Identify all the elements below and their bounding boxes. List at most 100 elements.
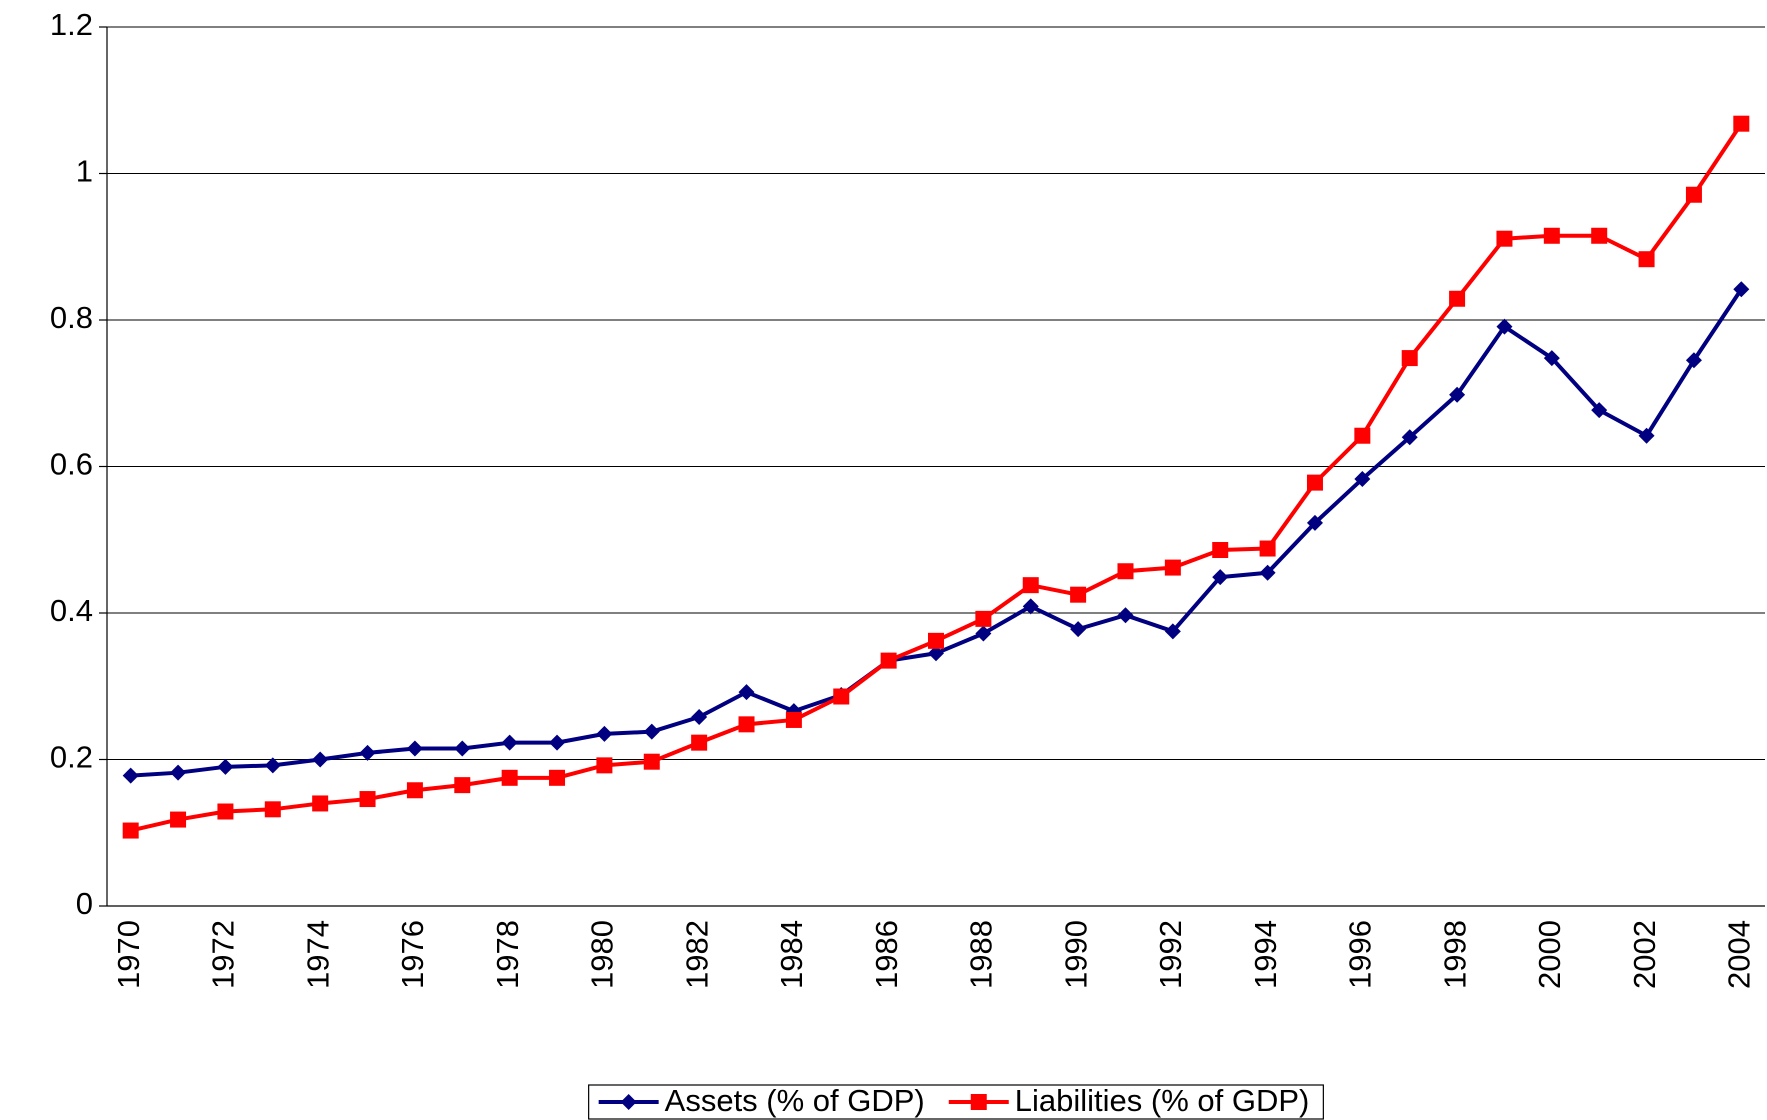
x-tick-label: 1992 bbox=[1153, 920, 1188, 989]
legend-item: Assets (% of GDP) bbox=[598, 1083, 925, 1118]
data-point bbox=[1685, 186, 1702, 203]
data-point bbox=[1733, 281, 1750, 298]
legend-label: Assets (% of GDP) bbox=[665, 1083, 925, 1118]
y-tick-label: 0 bbox=[76, 886, 93, 921]
data-point bbox=[1259, 564, 1276, 581]
data-point bbox=[1117, 563, 1134, 580]
data-point bbox=[596, 725, 613, 742]
data-point bbox=[1022, 598, 1039, 615]
data-point bbox=[549, 769, 566, 786]
data-point bbox=[1591, 227, 1608, 244]
data-point bbox=[406, 740, 423, 757]
x-tick-label: 2004 bbox=[1722, 920, 1757, 989]
data-point bbox=[501, 734, 518, 751]
x-tick-label: 1984 bbox=[774, 920, 809, 989]
x-tick-label: 2000 bbox=[1532, 920, 1567, 989]
x-tick-label: 1982 bbox=[679, 920, 714, 989]
y-tick-label: 1 bbox=[76, 154, 93, 189]
data-point bbox=[170, 764, 187, 781]
x-tick-label: 1994 bbox=[1248, 920, 1283, 989]
legend-marker bbox=[620, 1094, 637, 1110]
data-point bbox=[833, 688, 850, 705]
data-point bbox=[1070, 621, 1087, 638]
data-point bbox=[264, 757, 281, 774]
x-tick-label: 1972 bbox=[206, 920, 241, 989]
legend-label: Liabilities (% of GDP) bbox=[1015, 1083, 1310, 1118]
data-point bbox=[975, 625, 992, 642]
data-point bbox=[928, 645, 944, 662]
legend-marker bbox=[970, 1094, 987, 1110]
data-point bbox=[1212, 569, 1229, 586]
data-point bbox=[312, 751, 329, 768]
data-point bbox=[217, 758, 234, 775]
data-point bbox=[1401, 350, 1418, 367]
y-tick-label: 0.4 bbox=[50, 593, 93, 628]
data-point bbox=[738, 684, 755, 701]
data-point bbox=[1638, 427, 1655, 444]
data-point bbox=[122, 822, 139, 839]
data-point bbox=[359, 791, 376, 808]
data-point bbox=[170, 811, 187, 828]
data-point bbox=[1685, 352, 1702, 369]
data-point bbox=[691, 734, 708, 751]
data-point bbox=[264, 801, 281, 818]
data-point bbox=[738, 716, 755, 733]
x-tick-label: 1976 bbox=[395, 920, 430, 989]
y-tick-label: 0.8 bbox=[50, 300, 93, 335]
data-point bbox=[312, 795, 329, 812]
data-point bbox=[1496, 230, 1513, 247]
x-tick-label: 1990 bbox=[1058, 920, 1093, 989]
data-point bbox=[1117, 607, 1134, 624]
data-point bbox=[406, 782, 423, 799]
data-point bbox=[1070, 586, 1087, 603]
legend: Assets (% of GDP) Liabilities (% of GDP) bbox=[588, 1083, 1324, 1120]
x-tick-label: 2002 bbox=[1627, 920, 1662, 989]
x-tick-label: 1988 bbox=[964, 920, 999, 989]
data-point bbox=[691, 709, 708, 726]
data-point bbox=[975, 610, 992, 627]
x-tick-label: 1974 bbox=[300, 920, 335, 989]
data-point bbox=[1022, 577, 1039, 594]
x-tick-label: 1996 bbox=[1343, 920, 1378, 989]
x-tick-label: 1970 bbox=[111, 920, 146, 989]
data-point bbox=[1212, 542, 1229, 559]
data-point bbox=[785, 711, 802, 728]
data-point bbox=[549, 734, 566, 751]
data-point bbox=[1591, 402, 1608, 419]
data-point bbox=[1449, 290, 1466, 307]
data-point bbox=[1259, 540, 1276, 557]
data-point bbox=[1496, 318, 1513, 335]
data-point bbox=[928, 632, 944, 649]
data-point bbox=[1306, 514, 1323, 531]
data-point bbox=[1401, 429, 1418, 446]
data-point bbox=[1164, 559, 1181, 576]
y-tick-label: 0.2 bbox=[50, 740, 93, 775]
data-point bbox=[1543, 227, 1560, 244]
data-point bbox=[1306, 474, 1323, 491]
data-point bbox=[643, 753, 660, 770]
legend-item: Liabilities (% of GDP) bbox=[948, 1083, 1310, 1118]
data-point bbox=[454, 777, 471, 794]
data-point bbox=[1733, 115, 1750, 132]
data-point bbox=[880, 652, 897, 669]
data-point bbox=[501, 769, 518, 786]
y-tick-label: 1.2 bbox=[50, 7, 93, 42]
data-point bbox=[1543, 350, 1560, 367]
data-point bbox=[217, 803, 234, 820]
x-tick-label: 1986 bbox=[869, 920, 904, 989]
data-point bbox=[1354, 427, 1371, 444]
x-tick-label: 1978 bbox=[490, 920, 525, 989]
data-point bbox=[1449, 386, 1466, 403]
data-point bbox=[1638, 251, 1655, 268]
data-point bbox=[1164, 623, 1181, 640]
data-point bbox=[359, 744, 376, 761]
data-point bbox=[122, 767, 139, 784]
data-point bbox=[643, 723, 660, 740]
x-tick-label: 1980 bbox=[585, 920, 620, 989]
data-point bbox=[454, 740, 471, 757]
x-tick-label: 1998 bbox=[1437, 920, 1472, 989]
data-point bbox=[1354, 470, 1371, 487]
y-tick-label: 0.6 bbox=[50, 447, 93, 482]
